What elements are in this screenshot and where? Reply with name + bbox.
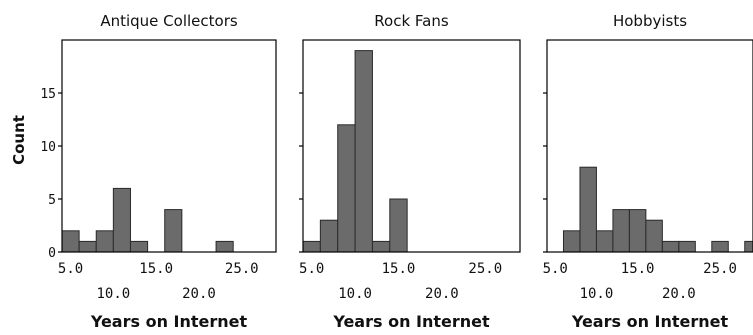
y-tick-label: 15 bbox=[40, 87, 56, 102]
x-tick-label: 15.0 bbox=[382, 261, 416, 277]
y-tick-label: 5 bbox=[48, 193, 56, 208]
histogram-bar bbox=[95, 230, 114, 253]
histogram-bar bbox=[319, 219, 339, 253]
x-tick-label: 25.0 bbox=[225, 261, 259, 277]
histogram-bar bbox=[612, 209, 630, 253]
histogram-bar bbox=[337, 124, 356, 253]
histogram-bar bbox=[711, 240, 729, 253]
histogram-bar bbox=[354, 50, 373, 253]
histogram-bar bbox=[678, 240, 696, 253]
histogram-bar bbox=[112, 187, 131, 253]
histogram-bar bbox=[562, 230, 581, 253]
x-tick-label: 15.0 bbox=[139, 261, 173, 277]
x-tick-label: 20.0 bbox=[182, 286, 216, 302]
x-tick-label: 5.0 bbox=[58, 261, 83, 277]
histogram-bar bbox=[595, 230, 614, 253]
x-tick-label: 25.0 bbox=[703, 261, 737, 277]
histogram-bar bbox=[78, 240, 97, 253]
y-tick-label: 0 bbox=[48, 246, 56, 261]
histogram-bar bbox=[645, 219, 663, 253]
histogram-bar bbox=[129, 240, 149, 253]
panel-title: Rock Fans bbox=[374, 12, 449, 30]
x-tick-label: 25.0 bbox=[468, 261, 502, 277]
x-tick-label: 5.0 bbox=[299, 261, 324, 277]
x-tick-label: 20.0 bbox=[662, 286, 696, 302]
x-tick-label: 20.0 bbox=[425, 286, 459, 302]
histogram-bar bbox=[579, 166, 597, 253]
histogram-bar bbox=[302, 240, 321, 253]
x-axis-label: Years on Internet bbox=[90, 312, 248, 331]
x-axis-label: Years on Internet bbox=[332, 312, 490, 331]
y-axis-label: Count bbox=[10, 115, 28, 165]
histogram-bar bbox=[744, 240, 753, 253]
histogram-bar bbox=[164, 209, 183, 253]
panel-title: Hobbyists bbox=[613, 12, 687, 30]
x-tick-label: 10.0 bbox=[580, 286, 614, 302]
histogram-bar bbox=[661, 240, 680, 253]
histogram-bar bbox=[628, 209, 647, 253]
x-tick-label: 15.0 bbox=[621, 261, 655, 277]
panel-title: Antique Collectors bbox=[100, 12, 238, 30]
x-tick-label: 10.0 bbox=[97, 286, 131, 302]
histogram-bar bbox=[371, 240, 391, 253]
y-tick-label: 10 bbox=[40, 140, 56, 155]
x-tick-label: 10.0 bbox=[338, 286, 372, 302]
x-axis-label: Years on Internet bbox=[571, 312, 729, 331]
histogram-bar bbox=[389, 198, 408, 253]
histogram-bar bbox=[215, 240, 234, 253]
histogram-bar bbox=[61, 230, 80, 253]
x-tick-label: 5.0 bbox=[543, 261, 568, 277]
